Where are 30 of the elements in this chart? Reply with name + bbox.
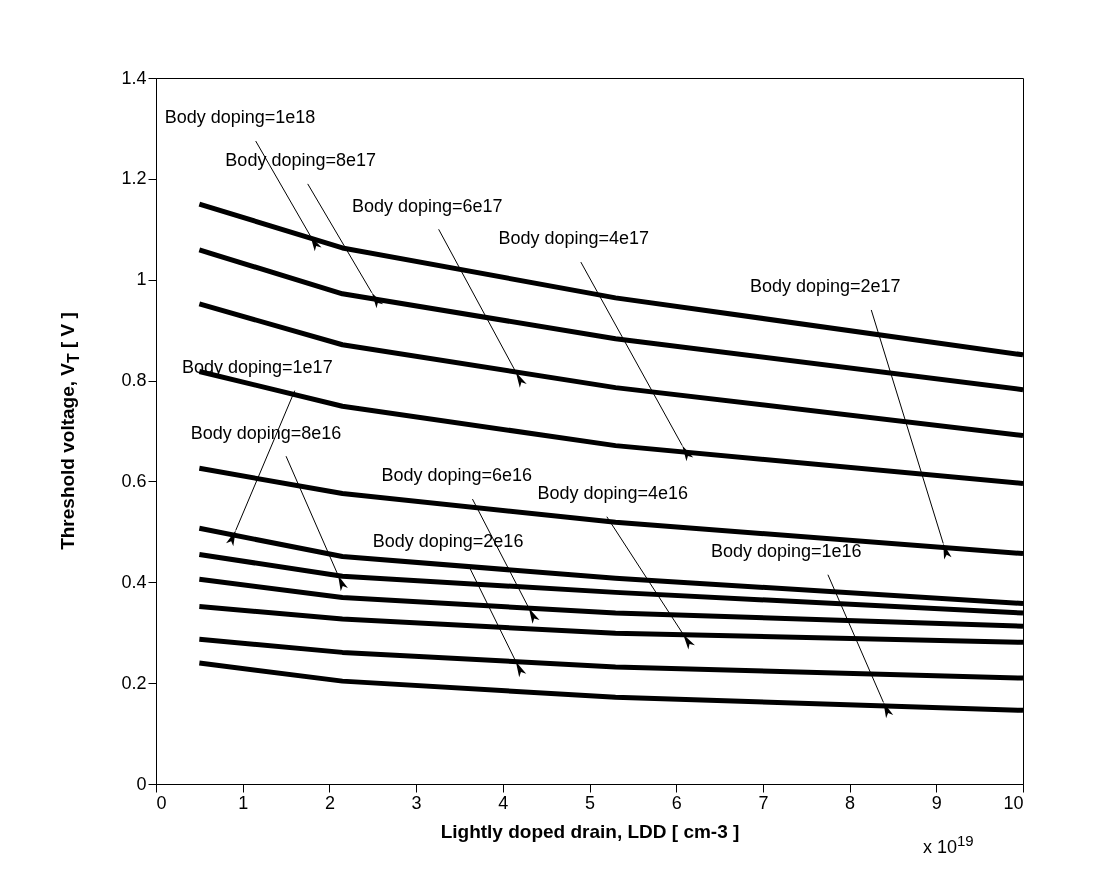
x-tick-label: 4	[498, 792, 509, 813]
annotation: Body doping=6e17	[351, 195, 503, 216]
annotation: Body doping=4e17	[498, 228, 650, 249]
y-tick-label: 0.2	[121, 672, 147, 693]
x-tick-label: 1	[238, 792, 249, 813]
x-axis-title: Lightly doped drain, LDD [ cm-3 ]	[440, 820, 740, 842]
text: x 10$^{19}$	[923, 832, 974, 858]
x-tick-label: 3	[411, 792, 422, 813]
y-tick-label: 0.4	[121, 571, 147, 592]
x-tick-label: 7	[758, 792, 769, 813]
annotation: Body doping=2e16	[372, 530, 524, 551]
annotation: Body doping=4e16	[537, 483, 689, 504]
x-tick-label: 6	[671, 792, 682, 813]
y-tick-label: 0	[136, 773, 147, 794]
x-tick-label: 0	[156, 792, 167, 813]
x-tick-label: 10	[1003, 792, 1024, 813]
x-tick-label: 2	[324, 792, 335, 813]
y-tick-label: 1.2	[121, 168, 147, 189]
x-tick-label: 5	[584, 792, 596, 813]
y-tick-label: 1.4	[121, 67, 147, 88]
annotation: Body doping=6e16	[381, 465, 533, 486]
x-tick-label: 9	[931, 792, 942, 813]
y-tick-label: 0.8	[121, 370, 147, 391]
annotation: Body doping=1e18	[164, 107, 316, 128]
x-tick-label: 8	[845, 792, 856, 813]
annotation: Body doping=8e17	[225, 150, 376, 171]
annotation: Body doping=2e17	[749, 276, 901, 297]
y-tick-label: 1	[136, 269, 147, 290]
annotation: Body doping=1e16	[710, 541, 862, 562]
y-tick-label: 0.6	[121, 470, 147, 491]
